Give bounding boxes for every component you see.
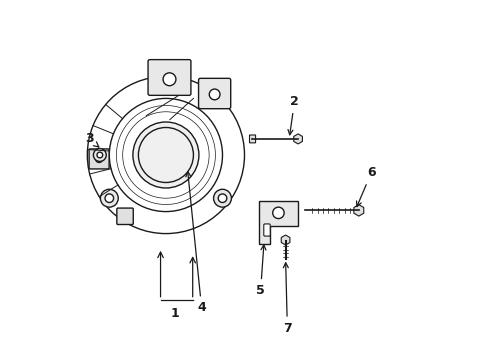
Circle shape — [133, 122, 199, 188]
Text: 5: 5 — [256, 245, 265, 297]
Text: 6: 6 — [356, 166, 375, 207]
FancyBboxPatch shape — [249, 135, 255, 143]
Circle shape — [213, 189, 231, 207]
FancyBboxPatch shape — [198, 78, 230, 109]
Circle shape — [97, 152, 102, 158]
Circle shape — [105, 194, 113, 203]
Circle shape — [100, 189, 118, 207]
Text: 3: 3 — [84, 132, 99, 147]
Text: 7: 7 — [283, 263, 291, 335]
FancyBboxPatch shape — [148, 60, 190, 95]
Circle shape — [93, 149, 106, 161]
Circle shape — [272, 207, 284, 219]
FancyBboxPatch shape — [263, 224, 270, 236]
Circle shape — [163, 73, 176, 86]
Text: 4: 4 — [185, 172, 205, 314]
FancyBboxPatch shape — [117, 208, 133, 225]
Circle shape — [95, 156, 102, 162]
Circle shape — [209, 89, 220, 100]
Text: 1: 1 — [170, 307, 179, 320]
Polygon shape — [258, 202, 298, 244]
Text: 2: 2 — [287, 95, 298, 135]
Circle shape — [218, 194, 226, 203]
FancyBboxPatch shape — [89, 149, 109, 169]
